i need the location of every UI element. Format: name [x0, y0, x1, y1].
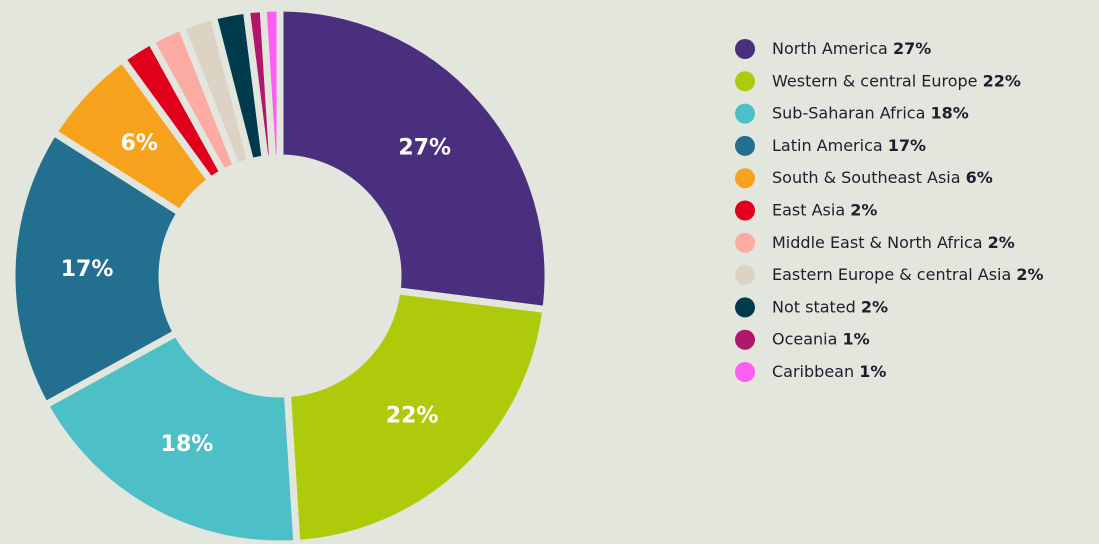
slice-label: 6%	[121, 131, 158, 156]
legend-item: Eastern Europe & central Asia 2%	[735, 265, 1044, 286]
legend-text: Eastern Europe & central Asia 2%	[772, 265, 1044, 284]
slice-label: 18%	[161, 432, 214, 457]
legend-swatch	[735, 168, 755, 189]
legend-swatch	[735, 103, 755, 124]
slice-label: 27%	[398, 135, 451, 160]
legend-text: Not stated 2%	[772, 297, 888, 316]
legend-swatch	[735, 232, 755, 253]
legend-swatch	[735, 71, 755, 92]
legend-label: Western & central Europe	[772, 71, 978, 90]
slice	[40, 328, 301, 544]
legend-label: Caribbean	[772, 362, 854, 381]
legend-item: East Asia 2%	[735, 200, 877, 221]
legend-text: Middle East & North Africa 2%	[772, 232, 1015, 251]
legend-item: Middle East & North Africa 2%	[735, 232, 1015, 253]
legend-item: Caribbean 1%	[735, 362, 886, 382]
legend-value: 27%	[893, 39, 931, 58]
legend-label: Oceania	[772, 329, 837, 348]
legend-text: Western & central Europe 22%	[772, 71, 1021, 90]
legend-text: North America 27%	[772, 39, 931, 58]
legend-item: Western & central Europe 22%	[735, 71, 1021, 92]
legend-text: Oceania 1%	[772, 329, 870, 348]
legend-label: Latin America	[772, 135, 883, 154]
legend-swatch	[735, 297, 755, 318]
legend-swatch	[735, 362, 755, 382]
legend-value: 2%	[1016, 265, 1043, 284]
legend-label: North America	[772, 39, 888, 58]
legend-value: 17%	[888, 135, 926, 154]
legend-item: Not stated 2%	[735, 297, 888, 318]
legend-value: 18%	[930, 103, 968, 122]
legend-label: Not stated	[772, 297, 856, 316]
legend-swatch	[735, 200, 755, 221]
slice-label: 17%	[61, 257, 114, 282]
slice	[276, 4, 552, 314]
legend-text: Sub-Saharan Africa 18%	[772, 103, 969, 122]
legend-value: 2%	[988, 232, 1015, 251]
legend-label: South & Southeast Asia	[772, 168, 961, 187]
legend-swatch	[735, 135, 755, 156]
legend-label: Middle East & North Africa	[772, 232, 983, 251]
legend-value: 22%	[983, 71, 1021, 90]
legend-value: 1%	[843, 329, 870, 348]
legend-item: North America 27%	[735, 39, 931, 59]
legend-text: Caribbean 1%	[772, 362, 886, 381]
legend-label: East Asia	[772, 200, 845, 219]
slice-label: 22%	[386, 404, 439, 429]
legend-item: Latin America 17%	[735, 135, 926, 156]
legend-label: Eastern Europe & central Asia	[772, 265, 1011, 284]
slice	[283, 286, 550, 544]
legend-value: 1%	[859, 362, 886, 381]
legend-value: 6%	[966, 168, 993, 187]
legend-item: Oceania 1%	[735, 329, 870, 350]
legend-swatch	[735, 39, 755, 59]
legend-text: South & Southeast Asia 6%	[772, 168, 993, 187]
legend-swatch	[735, 265, 755, 286]
legend-value: 2%	[850, 200, 877, 219]
legend-label: Sub-Saharan Africa	[772, 103, 925, 122]
slice	[259, 4, 284, 162]
legend-item: Sub-Saharan Africa 18%	[735, 103, 969, 124]
legend-text: East Asia 2%	[772, 200, 877, 219]
legend-text: Latin America 17%	[772, 135, 926, 154]
legend-swatch	[735, 329, 755, 350]
legend-value: 2%	[861, 297, 888, 316]
slice	[8, 127, 186, 410]
legend-item: South & Southeast Asia 6%	[735, 168, 993, 189]
